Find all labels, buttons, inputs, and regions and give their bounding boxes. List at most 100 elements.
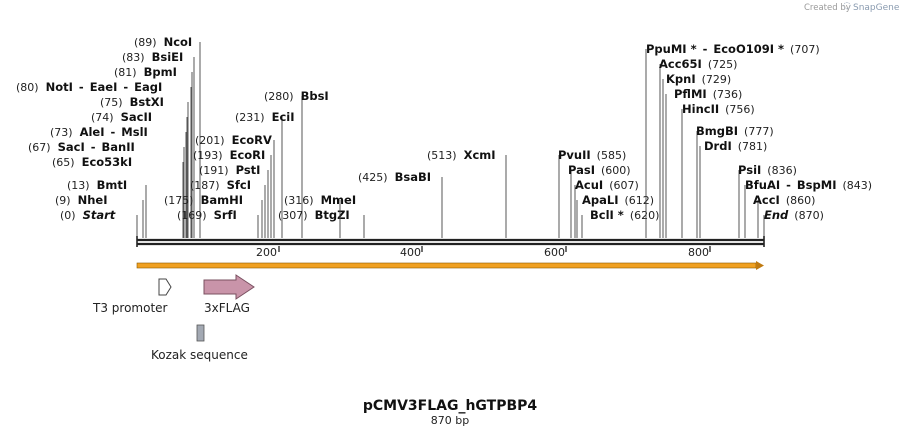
site-separator: -	[79, 80, 84, 94]
site-name: Start	[83, 208, 116, 222]
site-name: BclI *	[590, 208, 624, 222]
site-name: BpmI	[144, 65, 177, 79]
site-position: (736)	[713, 88, 743, 101]
credit-brand: SnapGene	[853, 3, 900, 13]
site-name: BstXI	[130, 95, 164, 109]
axis-tick-400: 400	[400, 246, 421, 259]
site-ecii: (231) EciI	[235, 110, 295, 238]
site-end: End (870)	[763, 208, 824, 238]
site-name: SacII	[121, 110, 152, 124]
site-name: PvuII	[558, 148, 591, 162]
site-position: (231)	[235, 111, 265, 124]
site-position: (187)	[190, 179, 220, 192]
site-position: (425)	[358, 171, 388, 184]
feature-label-kozak: Kozak sequence	[151, 348, 248, 362]
site-position: (860)	[786, 194, 816, 207]
site-position: (836)	[767, 164, 797, 177]
site-ecorv: (201) EcoRV	[195, 133, 275, 238]
site-bmti: (13) BmtI	[67, 178, 147, 238]
site-name: AleI	[80, 125, 105, 139]
site-position: (89)	[134, 36, 157, 49]
axis-tick-600: 600	[544, 246, 565, 259]
site-name: KpnI	[666, 72, 696, 86]
site-name: EagI	[134, 80, 162, 94]
site-separator: -	[786, 178, 791, 192]
site-noti: (80) NotI - EaeI - EagI	[16, 80, 192, 238]
site-name: Acc65I	[659, 57, 702, 71]
site-bbsi: (280) BbsI	[264, 89, 329, 238]
site-position: (65)	[52, 156, 75, 169]
site-name: BbsI	[301, 89, 329, 103]
site-name: PasI	[568, 163, 595, 177]
site-name: XcmI	[464, 148, 496, 162]
site-separator: -	[703, 42, 708, 56]
site-bmgbi: BmgBI (777)	[696, 124, 774, 238]
site-name: BfuAI	[745, 178, 780, 192]
site-name: PpuMI *	[646, 42, 697, 56]
site-bcli: BclI * (620)	[581, 208, 659, 238]
site-position: (843)	[843, 179, 873, 192]
site-name: BmtI	[97, 178, 128, 192]
site-position: (777)	[744, 125, 774, 138]
site-name: AcuI	[575, 178, 603, 192]
site-separator: -	[111, 125, 116, 139]
site-position: (83)	[122, 51, 145, 64]
site-position: (307)	[278, 209, 308, 222]
site-position: (73)	[50, 126, 73, 139]
site-position: (756)	[725, 103, 755, 116]
site-name: MslI	[121, 125, 148, 139]
site-name: NotI	[46, 80, 73, 94]
axis-tick-800: 800	[688, 246, 709, 259]
site-eco53ki: (65) Eco53kI	[52, 155, 184, 238]
orf-arrow	[136, 261, 764, 270]
site-name: BanII	[102, 140, 135, 154]
site-name: PflMI	[674, 87, 707, 101]
site-psii: PsiI (836)	[738, 163, 797, 238]
site-name: SfcI	[227, 178, 251, 192]
site-ecori: (193) EcoRI	[193, 148, 272, 238]
site-name: End	[764, 208, 789, 222]
site-name: SacI	[58, 140, 85, 154]
site-name: EcoO109I *	[713, 42, 784, 56]
site-xcmi: (513) XcmI	[427, 148, 507, 238]
site-position: (612)	[625, 194, 655, 207]
site-nhei: (9) NheI	[55, 193, 144, 238]
site-pvuii: PvuII (585)	[558, 148, 626, 238]
site-name: MmeI	[321, 193, 357, 207]
site-name: AccI	[753, 193, 780, 207]
site-start: (0) Start	[60, 208, 138, 238]
sequence-backbone	[136, 236, 765, 247]
site-name: BsiEI	[152, 50, 184, 64]
feature-t3-promoter: T3 promoter	[92, 278, 172, 315]
map-length: 870 bp	[431, 414, 469, 427]
site-name: EcoRI	[230, 148, 266, 162]
site-position: (201)	[195, 134, 225, 147]
site-drdi: DrdI (781)	[699, 139, 768, 238]
map-title: pCMV3FLAG_hGTPBP4	[363, 398, 538, 414]
site-name: PstI	[236, 163, 261, 177]
site-position: (781)	[738, 140, 768, 153]
site-separator: -	[123, 80, 128, 94]
site-btgzi: (307) BtgZI	[278, 208, 365, 238]
snapgene-credit: Created by ◌ SnapGene	[804, 1, 900, 13]
flag-arrow-icon	[203, 274, 255, 300]
site-position: (169)	[177, 209, 207, 222]
site-position: (80)	[16, 81, 39, 94]
restriction-sites: (0) Start (9) NheI(13) BmtI (65) Eco53kI (67) Sa…	[16, 35, 872, 238]
site-position: (600)	[601, 164, 631, 177]
site-position: (870)	[794, 209, 824, 222]
site-name: NheI	[78, 193, 108, 207]
site-sacii: (74) SacII	[91, 110, 188, 238]
site-position: (67)	[28, 141, 51, 154]
site-name: SrfI	[214, 208, 237, 222]
feature-kozak: Kozak sequence	[151, 324, 248, 362]
site-name: EcoRV	[232, 133, 272, 147]
site-bstxi: (75) BstXI	[100, 95, 189, 238]
credit-prefix: Created by	[804, 3, 851, 13]
site-name: BamHI	[201, 193, 243, 207]
site-separator: -	[91, 140, 96, 154]
site-alei: (73) AleI - MslI	[50, 125, 187, 238]
site-position: (193)	[193, 149, 223, 162]
site-position: (280)	[264, 90, 294, 103]
